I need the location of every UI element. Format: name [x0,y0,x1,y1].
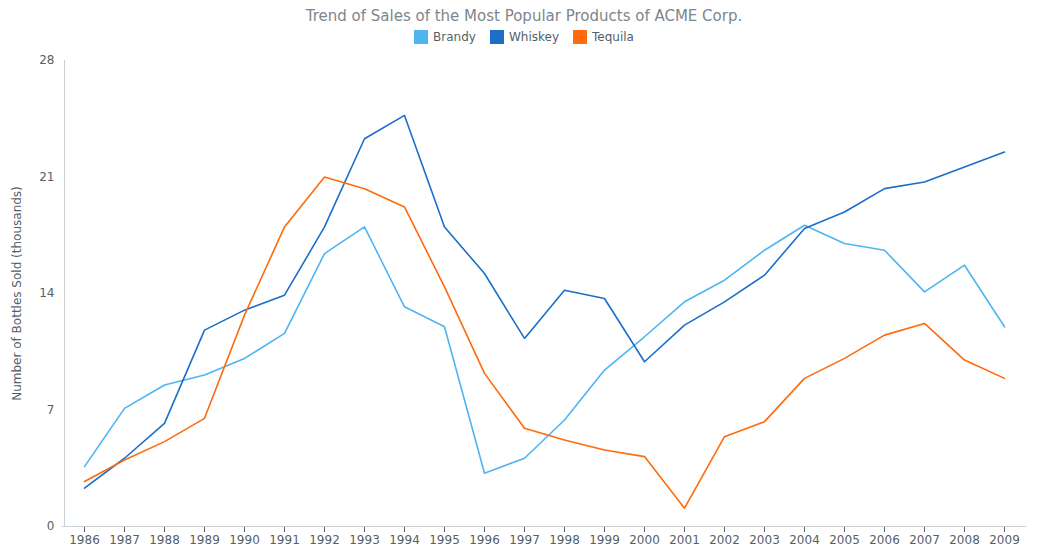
svg-text:2005: 2005 [829,533,860,547]
svg-text:2008: 2008 [949,533,980,547]
svg-text:2002: 2002 [709,533,740,547]
svg-text:1986: 1986 [69,533,100,547]
html-text:Tequila: Tequila [592,30,634,44]
html-text:Whiskey: Whiskey [508,30,559,44]
svg-text:14: 14 [39,286,54,300]
svg-text:1992: 1992 [309,533,340,547]
svg-text:1998: 1998 [549,533,580,547]
svg-text:1996: 1996 [469,533,500,547]
svg-text:28: 28 [39,53,54,67]
svg-text:2001: 2001 [669,533,700,547]
svg-text:2004: 2004 [789,533,820,547]
svg-text:2006: 2006 [869,533,900,547]
svg-text:1991: 1991 [269,533,300,547]
svg-text:1990: 1990 [229,533,260,547]
svg-text:2003: 2003 [749,533,780,547]
svg-text:1997: 1997 [509,533,540,547]
svg-text:Number of Bottles Sold (thousa: Number of Bottles Sold (thousands) [10,186,24,401]
svg-text:1994: 1994 [389,533,420,547]
svg-text:0: 0 [47,519,55,533]
svg-text:7: 7 [47,403,55,417]
svg-text:1988: 1988 [149,533,180,547]
svg-text:1987: 1987 [109,533,140,547]
html-text:Brandy: Brandy [433,30,476,44]
svg-text:21: 21 [39,170,54,184]
html-text:Trend of Sales of the Most Pop: Trend of Sales of the Most Popular Produ… [305,7,743,25]
svg-text:1989: 1989 [189,533,220,547]
svg-text:1995: 1995 [429,533,460,547]
svg-text:2009: 2009 [989,533,1020,547]
svg-text:2000: 2000 [629,533,660,547]
svg-text:1993: 1993 [349,533,380,547]
svg-text:2007: 2007 [909,533,940,547]
svg-text:1999: 1999 [589,533,620,547]
